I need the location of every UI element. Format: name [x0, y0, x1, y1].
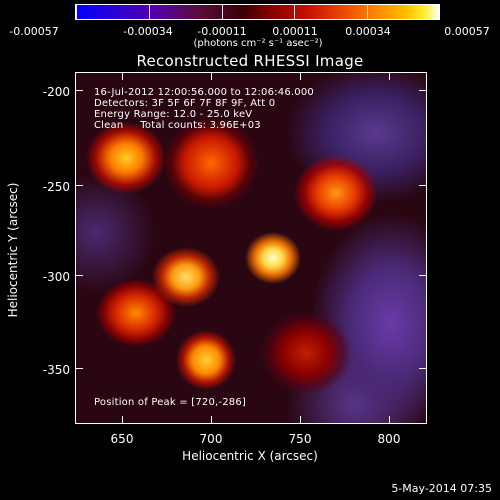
y-axis-tick — [419, 275, 427, 276]
x-tick-label: 700 — [199, 432, 223, 446]
colorbar-tick — [294, 5, 295, 19]
info-clean-counts: Clean Total counts: 3.96E+03 — [94, 120, 261, 131]
colorbar-tick-label: -0.00034 — [123, 25, 173, 38]
y-axis-tick — [419, 185, 427, 186]
y-tick-label: -300 — [42, 270, 70, 284]
colorbar-tick — [76, 5, 77, 19]
x-axis-tick — [300, 72, 301, 80]
colorbar-tick — [222, 5, 223, 19]
plot-title: Reconstructed RHESSI Image — [136, 52, 364, 70]
y-axis-tick — [75, 368, 83, 369]
y-axis-tick — [419, 368, 427, 369]
colorbar-tick — [149, 5, 150, 19]
x-axis-tick — [300, 416, 301, 424]
x-tick-label: 800 — [377, 432, 401, 446]
x-tick-label: 650 — [110, 432, 134, 446]
x-tick-label: 750 — [288, 432, 312, 446]
info-detectors: Detectors: 3F 5F 6F 7F 8F 9F, Att 0 — [94, 98, 276, 109]
colorbar-tick-label: 0.00057 — [444, 25, 490, 38]
x-axis-tick — [389, 72, 390, 80]
datestamp: 5-May-2014 07:35 — [391, 482, 492, 495]
y-axis-tick — [75, 90, 83, 91]
x-axis-tick — [122, 72, 123, 80]
info-energy-range: Energy Range: 12.0 - 25.0 keV — [94, 109, 253, 120]
y-axis-tick — [419, 90, 427, 91]
colorbar-tick-label: 0.00034 — [345, 25, 391, 38]
y-axis-label: Heliocentric Y (arcsec) — [6, 182, 20, 318]
colorbar — [75, 4, 440, 20]
x-axis-tick — [389, 416, 390, 424]
colorbar-tick-label: -0.00057 — [9, 25, 59, 38]
x-axis-tick — [211, 72, 212, 80]
x-axis-tick — [211, 416, 212, 424]
y-axis-tick — [75, 275, 83, 276]
y-tick-label: -200 — [42, 85, 70, 99]
x-axis-tick — [122, 416, 123, 424]
colorbar-tick — [367, 5, 368, 19]
x-axis-label: Heliocentric X (arcsec) — [182, 449, 318, 463]
y-tick-label: -250 — [42, 180, 70, 194]
colorbar-tick — [439, 5, 440, 19]
peak-position-label: Position of Peak = [720,-286] — [94, 397, 246, 408]
colorbar-tick-label: -0.00011 — [197, 25, 247, 38]
info-time-range: 16-Jul-2012 12:00:56.000 to 12:06:46.000 — [94, 87, 314, 98]
colorbar-tick-label: 0.00011 — [272, 25, 318, 38]
colorbar-units: (photons cm⁻² s⁻¹ asec⁻²) — [193, 38, 323, 49]
rhessi-image: 16-Jul-2012 12:00:56.000 to 12:06:46.000… — [75, 72, 427, 424]
y-tick-label: -350 — [42, 363, 70, 377]
y-axis-tick — [75, 185, 83, 186]
